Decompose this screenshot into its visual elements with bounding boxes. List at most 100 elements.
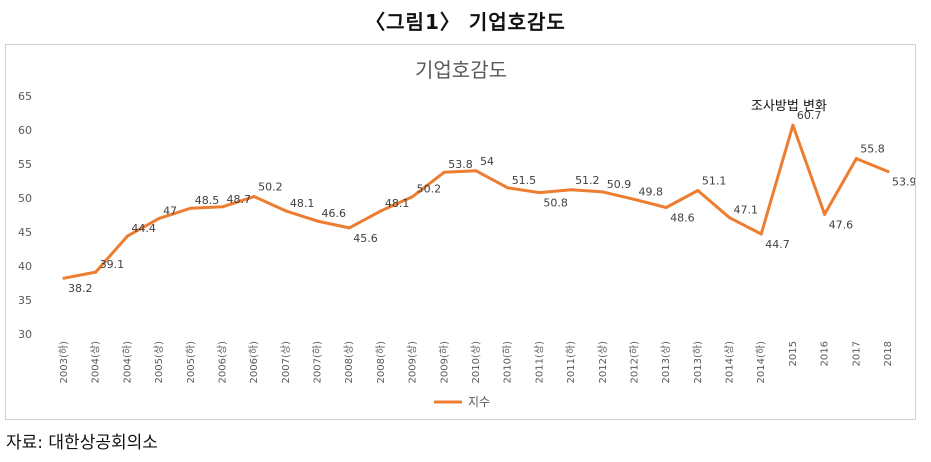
y-tick-label: 35 <box>18 294 32 307</box>
x-tick-label: 2012(상) <box>597 341 609 384</box>
data-point <box>791 123 795 127</box>
y-tick-label: 50 <box>18 192 32 205</box>
x-tick-label: 2003(하) <box>57 341 70 384</box>
data-point <box>94 270 98 274</box>
x-tick-label: 2007(상) <box>280 341 292 384</box>
x-tick-label: 2008(하) <box>374 341 387 384</box>
data-label: 44.4 <box>131 222 156 235</box>
data-label: 48.7 <box>226 193 251 206</box>
legend-label: 지수 <box>468 395 490 409</box>
data-label: 44.7 <box>765 238 790 251</box>
x-tick-label: 2007(하) <box>311 341 324 384</box>
data-point <box>569 188 573 192</box>
x-tick-label: 2005(하) <box>184 341 197 384</box>
data-label: 54 <box>480 155 494 168</box>
figure-title: 〈그림1〉 기업호감도 <box>365 10 566 34</box>
x-tick-label: 2016 <box>820 341 831 366</box>
data-point <box>252 195 256 199</box>
data-label: 55.8 <box>860 143 885 156</box>
data-label: 39.1 <box>100 258 125 271</box>
data-label: 51.5 <box>512 174 537 187</box>
data-point <box>696 189 700 193</box>
chart-title: 기업호감도 <box>415 58 507 82</box>
data-label: 46.6 <box>322 207 347 220</box>
x-tick-label: 2011(상) <box>533 341 545 384</box>
data-point <box>316 219 320 223</box>
y-tick-label: 40 <box>18 260 32 273</box>
data-label: 60.7 <box>797 109 822 122</box>
y-tick-label: 30 <box>18 328 32 341</box>
data-point <box>62 276 66 280</box>
chart-container: 기업호감도 30 35 40 45 50 55 60 65 2003(하) 2004(상) 200… <box>5 44 917 420</box>
data-point <box>189 206 193 210</box>
legend: 지수 <box>434 395 490 409</box>
x-tick-label: 2004(하) <box>120 341 133 384</box>
data-label: 53.8 <box>448 158 473 171</box>
x-tick-label: 2014(하) <box>754 341 767 384</box>
data-point <box>601 190 605 194</box>
data-point <box>411 195 415 199</box>
x-tick-label: 2013(상) <box>660 341 672 384</box>
data-labels: 38.2 39.1 44.4 47 48.5 48.7 50.2 48.1 46.6 45.6 48… <box>68 109 917 295</box>
y-tick-label: 45 <box>18 226 32 239</box>
x-tick-label: 2014(상) <box>724 341 736 384</box>
data-point <box>442 170 446 174</box>
data-point <box>379 209 383 213</box>
x-axis: 2003(하) 2004(상) 2004(하) 2005(상) 2005(하) 2006(… <box>57 341 894 384</box>
data-label: 51.2 <box>575 174 600 187</box>
x-tick-label: 2010(상) <box>470 341 482 384</box>
data-point <box>537 191 541 195</box>
data-point <box>157 216 161 220</box>
data-point <box>474 169 478 173</box>
data-label: 50.2 <box>258 181 283 194</box>
x-tick-label: 2018 <box>883 341 894 366</box>
data-label: 51.1 <box>702 175 727 188</box>
data-label: 45.6 <box>353 232 378 245</box>
data-point <box>886 169 890 173</box>
x-tick-label: 2012(하) <box>627 341 640 384</box>
data-label: 53.9 <box>892 175 915 188</box>
data-point <box>632 197 636 201</box>
data-label: 48.1 <box>385 197 410 210</box>
data-label: 50.9 <box>607 178 632 191</box>
series-line-지수 <box>62 123 890 280</box>
data-point <box>284 209 288 213</box>
data-label: 49.8 <box>638 185 663 198</box>
source-note: 자료: 대한상공회의소 <box>6 433 158 453</box>
data-label: 47.1 <box>734 204 759 217</box>
y-tick-label: 65 <box>18 90 32 103</box>
data-label: 38.2 <box>68 282 93 295</box>
data-label: 48.6 <box>670 212 695 225</box>
data-point <box>728 216 732 220</box>
x-tick-label: 2005(상) <box>153 341 165 384</box>
series-layer <box>62 123 890 280</box>
data-point <box>506 186 510 190</box>
y-axis: 30 35 40 45 50 55 60 65 <box>18 90 32 341</box>
x-tick-label: 2015 <box>788 341 799 366</box>
data-point <box>664 206 668 210</box>
x-tick-label: 2010(하) <box>501 341 514 384</box>
y-tick-label: 55 <box>18 158 32 171</box>
data-point <box>823 212 827 216</box>
x-tick-label: 2008(상) <box>343 341 355 384</box>
x-tick-label: 2009(상) <box>407 341 419 384</box>
data-label: 48.5 <box>195 194 220 207</box>
data-label: 47 <box>163 204 177 217</box>
data-point <box>220 205 224 209</box>
y-tick-label: 60 <box>18 124 32 137</box>
x-tick-label: 2013(하) <box>691 341 704 384</box>
annotations: 조사방법 변화 <box>751 99 827 114</box>
data-label: 47.6 <box>829 218 854 231</box>
annotation-label: 조사방법 변화 <box>751 99 827 114</box>
data-label: 48.1 <box>290 197 315 210</box>
data-label: 50.2 <box>417 183 442 196</box>
data-label: 50.8 <box>543 197 568 210</box>
x-tick-label: 2011(하) <box>564 341 577 384</box>
x-tick-label: 2004(상) <box>90 341 102 384</box>
data-point <box>347 226 351 230</box>
x-tick-label: 2006(하) <box>247 341 260 384</box>
x-tick-label: 2006(상) <box>216 341 228 384</box>
data-point <box>759 232 763 236</box>
data-point <box>125 234 129 238</box>
